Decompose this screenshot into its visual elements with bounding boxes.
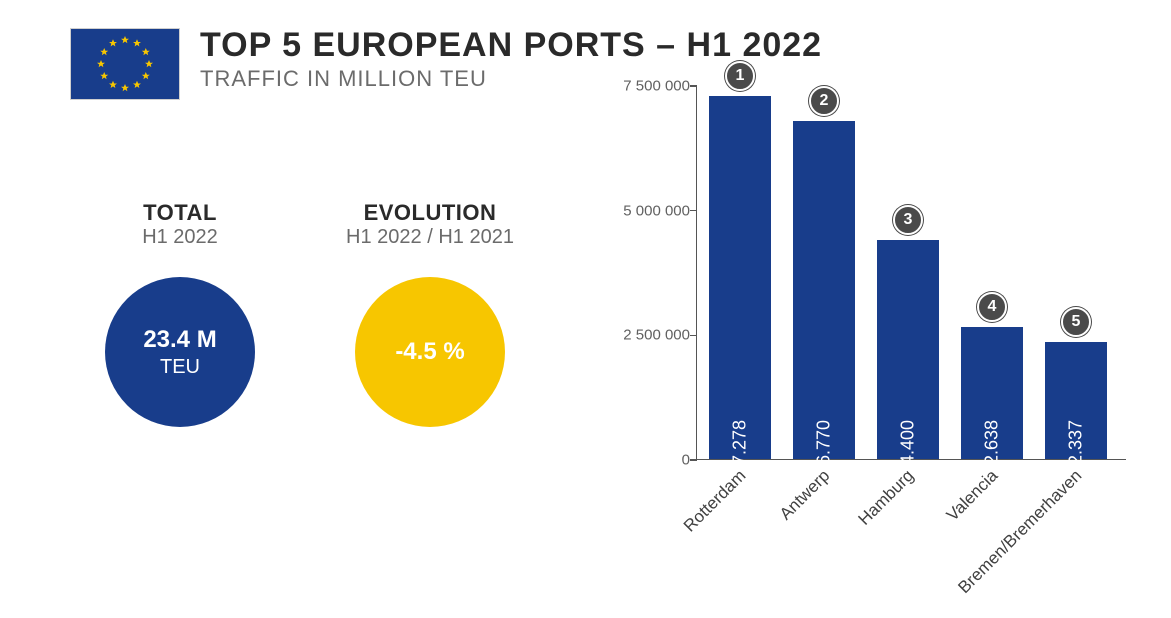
y-tick-mark [690, 85, 697, 87]
y-tick-label: 5 000 000 [600, 202, 690, 219]
kpi-total-unit: TEU [160, 356, 200, 379]
kpi-evolution-circle: -4.5 % [355, 277, 505, 427]
kpi-evolution: EVOLUTION H1 2022 / H1 2021 -4.5 % [320, 200, 540, 427]
bar-value-label: 4.400 [898, 420, 919, 465]
kpi-total: TOTAL H1 2022 23.4 M TEU [70, 200, 290, 427]
bar-value-label: 7.278 [730, 420, 751, 465]
bar-value-label: 2.337 [1066, 420, 1087, 465]
kpi-evolution-title: EVOLUTION [320, 200, 540, 226]
bar-value-label: 2.638 [982, 420, 1003, 465]
kpi-evolution-sub: H1 2022 / H1 2021 [320, 226, 540, 249]
x-axis-label: Rotterdam [680, 466, 750, 536]
eu-flag-icon [70, 28, 180, 100]
y-axis-labels: 02 500 0005 000 0007 500 000 [600, 86, 690, 460]
rank-badge: 3 [893, 205, 923, 235]
kpi-total-sub: H1 2022 [70, 226, 290, 249]
y-tick-mark [690, 459, 697, 461]
kpi-total-value: 23.4 M [143, 326, 216, 354]
page-title: TOP 5 EUROPEAN PORTS – H1 2022 [200, 28, 822, 64]
chart-bar: 2.638 [961, 327, 1023, 459]
infographic-root: TOP 5 EUROPEAN PORTS – H1 2022 TRAFFIC I… [0, 0, 1171, 618]
kpi-total-circle: 23.4 M TEU [105, 277, 255, 427]
y-tick-label: 7 500 000 [600, 78, 690, 95]
chart-bar: 2.337 [1045, 342, 1107, 459]
x-axis-label: Valencia [943, 466, 1002, 525]
y-tick-label: 2 500 000 [600, 327, 690, 344]
rank-badge: 4 [977, 292, 1007, 322]
chart-bar: 7.278 [709, 96, 771, 459]
rank-badge: 1 [725, 61, 755, 91]
bar-value-label: 6.770 [814, 420, 835, 465]
chart-bar: 6.770 [793, 121, 855, 459]
rank-badge: 5 [1061, 307, 1091, 337]
kpi-total-title: TOTAL [70, 200, 290, 226]
chart-bar: 4.400 [877, 240, 939, 459]
rank-badge: 2 [809, 86, 839, 116]
y-tick-mark [690, 210, 697, 212]
chart-plot-area: 7.27816.77024.40032.63842.3375 [696, 86, 1126, 460]
y-tick-label: 0 [600, 452, 690, 469]
x-axis-labels: RotterdamAntwerpHamburgValenciaBremen/Br… [696, 466, 1126, 586]
ports-bar-chart: 02 500 0005 000 0007 500 000 7.27816.770… [600, 86, 1140, 586]
x-axis-label: Antwerp [776, 466, 834, 524]
x-axis-label: Hamburg [854, 466, 918, 530]
kpi-evolution-value: -4.5 % [395, 338, 464, 366]
y-tick-mark [690, 335, 697, 337]
